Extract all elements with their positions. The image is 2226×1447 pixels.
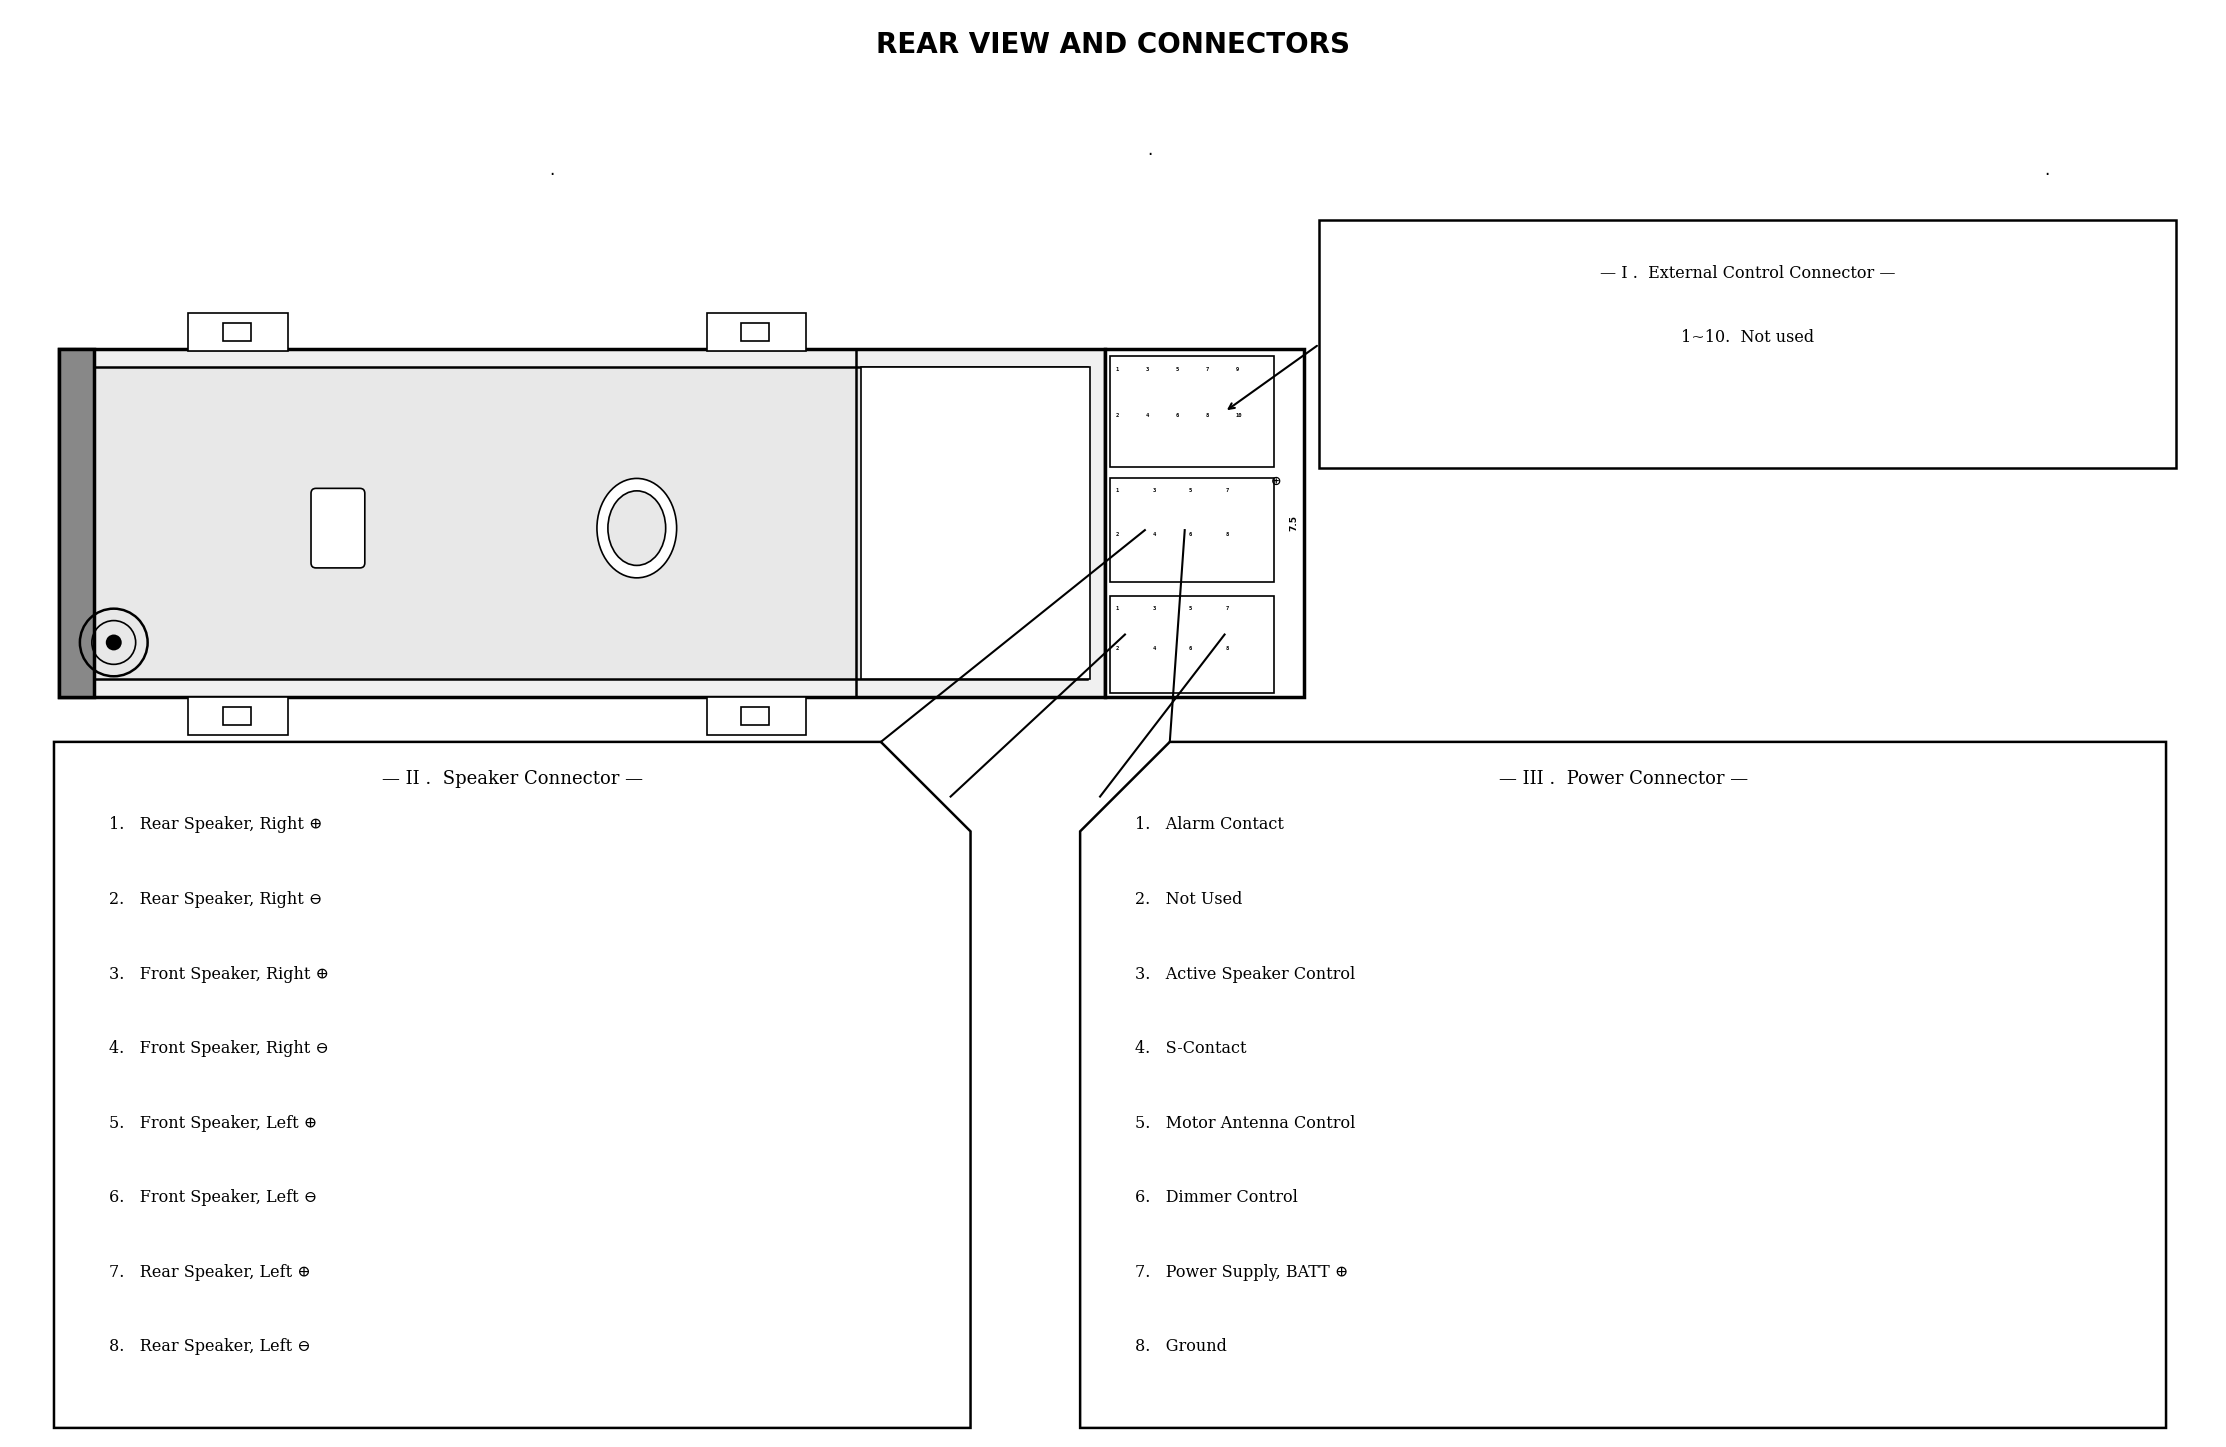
Text: 8: 8: [1227, 645, 1229, 651]
FancyBboxPatch shape: [741, 323, 770, 341]
FancyBboxPatch shape: [741, 708, 770, 725]
Text: 4.   S-Contact: 4. S-Contact: [1135, 1040, 1247, 1058]
Text: 2: 2: [1115, 645, 1120, 651]
Text: 6: 6: [1175, 414, 1180, 418]
Text: .: .: [1146, 142, 1153, 159]
Text: 4: 4: [1153, 531, 1155, 537]
FancyBboxPatch shape: [1111, 478, 1275, 582]
FancyBboxPatch shape: [1104, 349, 1304, 697]
Text: 6.   Dimmer Control: 6. Dimmer Control: [1135, 1189, 1298, 1207]
Text: 4: 4: [1153, 645, 1155, 651]
Text: .: .: [550, 161, 554, 179]
Text: 8: 8: [1227, 531, 1229, 537]
Text: 7: 7: [1206, 366, 1209, 372]
FancyBboxPatch shape: [58, 349, 1104, 697]
Text: 10: 10: [1235, 414, 1242, 418]
Polygon shape: [53, 742, 971, 1428]
Text: 5: 5: [1175, 366, 1180, 372]
Text: 7.5: 7.5: [1289, 515, 1298, 531]
Text: 5.   Motor Antenna Control: 5. Motor Antenna Control: [1135, 1114, 1356, 1132]
Text: 1: 1: [1115, 606, 1120, 611]
Text: ⊕: ⊕: [1271, 475, 1282, 488]
Ellipse shape: [597, 479, 677, 577]
FancyBboxPatch shape: [861, 368, 1091, 679]
Text: 3: 3: [1153, 488, 1155, 493]
Text: 6: 6: [1189, 645, 1193, 651]
Text: 7: 7: [1227, 488, 1229, 493]
Text: 1.   Rear Speaker, Right ⊕: 1. Rear Speaker, Right ⊕: [109, 816, 323, 833]
Text: 8.   Ground: 8. Ground: [1135, 1338, 1227, 1356]
FancyBboxPatch shape: [1111, 596, 1275, 693]
Text: — III .  Power Connector —: — III . Power Connector —: [1498, 770, 1747, 787]
FancyBboxPatch shape: [189, 697, 287, 735]
FancyBboxPatch shape: [223, 323, 252, 341]
Text: — II .  Speaker Connector —: — II . Speaker Connector —: [381, 770, 643, 787]
FancyBboxPatch shape: [58, 349, 93, 697]
FancyBboxPatch shape: [706, 697, 806, 735]
Text: 5: 5: [1189, 606, 1193, 611]
Text: 8.   Rear Speaker, Left ⊖: 8. Rear Speaker, Left ⊖: [109, 1338, 309, 1356]
FancyBboxPatch shape: [706, 314, 806, 352]
Text: 6: 6: [1189, 531, 1193, 537]
Text: 2: 2: [1115, 414, 1120, 418]
Text: 8: 8: [1206, 414, 1209, 418]
Polygon shape: [1080, 742, 2166, 1428]
Text: 4.   Front Speaker, Right ⊖: 4. Front Speaker, Right ⊖: [109, 1040, 329, 1058]
Text: 4: 4: [1146, 414, 1149, 418]
Text: 5.   Front Speaker, Left ⊕: 5. Front Speaker, Left ⊕: [109, 1114, 316, 1132]
Text: REAR VIEW AND CONNECTORS: REAR VIEW AND CONNECTORS: [877, 30, 1349, 59]
FancyBboxPatch shape: [312, 488, 365, 567]
Text: 1: 1: [1115, 366, 1120, 372]
Text: 3.   Front Speaker, Right ⊕: 3. Front Speaker, Right ⊕: [109, 965, 329, 983]
Text: .: .: [2043, 161, 2050, 179]
Text: 6.   Front Speaker, Left ⊖: 6. Front Speaker, Left ⊖: [109, 1189, 316, 1207]
Text: 7.   Rear Speaker, Left ⊕: 7. Rear Speaker, Left ⊕: [109, 1263, 309, 1281]
FancyBboxPatch shape: [223, 708, 252, 725]
Text: 2: 2: [1115, 531, 1120, 537]
Text: 7: 7: [1227, 606, 1229, 611]
Text: 1.   Alarm Contact: 1. Alarm Contact: [1135, 816, 1284, 833]
Text: 1~10.  Not used: 1~10. Not used: [1681, 330, 1814, 346]
Text: 3: 3: [1153, 606, 1155, 611]
Text: 3.   Active Speaker Control: 3. Active Speaker Control: [1135, 965, 1356, 983]
FancyBboxPatch shape: [1111, 356, 1275, 467]
Text: 1: 1: [1115, 488, 1120, 493]
Text: 2.   Rear Speaker, Right ⊖: 2. Rear Speaker, Right ⊖: [109, 891, 323, 909]
FancyBboxPatch shape: [189, 314, 287, 352]
Text: 2.   Not Used: 2. Not Used: [1135, 891, 1242, 909]
Circle shape: [107, 635, 122, 650]
FancyBboxPatch shape: [1320, 220, 2177, 469]
Text: — I .  External Control Connector —: — I . External Control Connector —: [1600, 265, 1894, 282]
Text: 9: 9: [1235, 366, 1240, 372]
Text: 3: 3: [1146, 366, 1149, 372]
Text: 5: 5: [1189, 488, 1193, 493]
FancyBboxPatch shape: [78, 368, 1086, 679]
Ellipse shape: [608, 491, 666, 566]
Text: 7.   Power Supply, BATT ⊕: 7. Power Supply, BATT ⊕: [1135, 1263, 1349, 1281]
